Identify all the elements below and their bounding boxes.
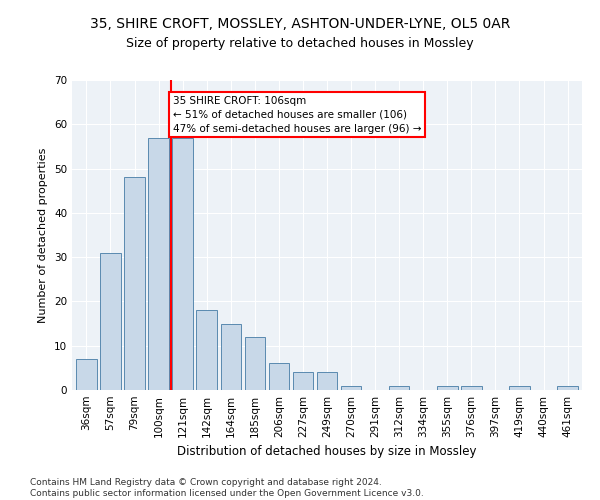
Bar [124, 178, 145, 390]
Bar [269, 364, 289, 390]
Bar [245, 337, 265, 390]
Bar [509, 386, 530, 390]
X-axis label: Distribution of detached houses by size in Mossley: Distribution of detached houses by size … [177, 446, 477, 458]
Bar [557, 386, 578, 390]
Bar [317, 372, 337, 390]
Text: Contains HM Land Registry data © Crown copyright and database right 2024.
Contai: Contains HM Land Registry data © Crown c… [30, 478, 424, 498]
Bar [76, 359, 97, 390]
Y-axis label: Number of detached properties: Number of detached properties [38, 148, 49, 322]
Bar [100, 252, 121, 390]
Bar [341, 386, 361, 390]
Bar [196, 310, 217, 390]
Bar [221, 324, 241, 390]
Bar [148, 138, 169, 390]
Bar [293, 372, 313, 390]
Bar [437, 386, 458, 390]
Text: 35 SHIRE CROFT: 106sqm
← 51% of detached houses are smaller (106)
47% of semi-de: 35 SHIRE CROFT: 106sqm ← 51% of detached… [173, 96, 422, 134]
Bar [172, 138, 193, 390]
Bar [389, 386, 409, 390]
Text: 35, SHIRE CROFT, MOSSLEY, ASHTON-UNDER-LYNE, OL5 0AR: 35, SHIRE CROFT, MOSSLEY, ASHTON-UNDER-L… [90, 18, 510, 32]
Text: Size of property relative to detached houses in Mossley: Size of property relative to detached ho… [126, 38, 474, 51]
Bar [461, 386, 482, 390]
